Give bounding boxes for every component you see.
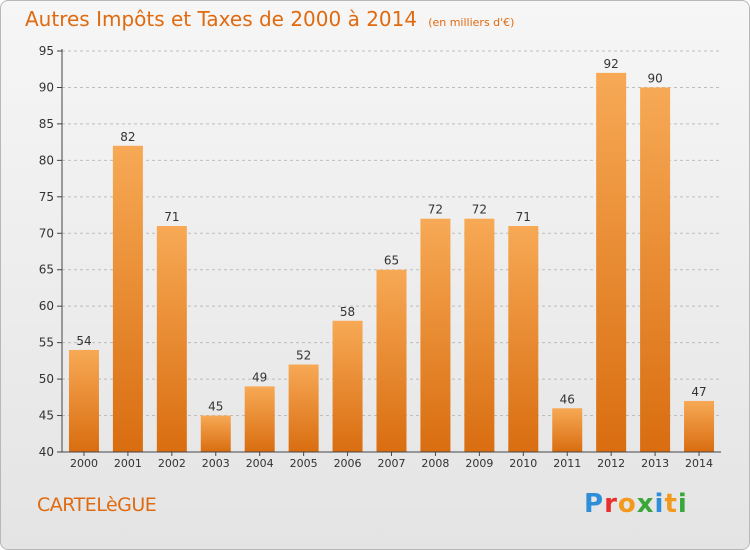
data-label: 90 [647, 71, 662, 85]
y-tick-label: 45 [39, 409, 54, 423]
x-tick-label: 2009 [465, 457, 493, 470]
data-label: 92 [604, 57, 619, 71]
logo-letter: i [677, 489, 688, 519]
x-tick-label: 2007 [378, 457, 406, 470]
data-label: 46 [560, 392, 575, 406]
data-label: 72 [472, 203, 487, 217]
y-tick-label: 75 [39, 190, 54, 204]
x-tick-label: 2012 [597, 457, 625, 470]
data-label: 71 [516, 210, 531, 224]
data-label: 49 [252, 370, 267, 384]
y-tick-label: 70 [39, 226, 54, 240]
y-tick-label: 60 [39, 299, 54, 313]
bar-2000 [68, 349, 99, 452]
data-label: 65 [384, 254, 399, 268]
data-label: 58 [340, 305, 355, 319]
y-tick-label: 95 [39, 44, 54, 58]
bar-2013 [640, 87, 671, 453]
x-tick-label: 2003 [202, 457, 230, 470]
x-tick-label: 2000 [70, 457, 98, 470]
bar-2005 [288, 364, 319, 452]
y-tick-label: 85 [39, 117, 54, 131]
x-tick-label: 2004 [246, 457, 274, 470]
logo-letter: t [664, 489, 678, 519]
data-label: 47 [691, 385, 706, 399]
bar-2006 [332, 320, 363, 452]
data-label: 71 [164, 210, 179, 224]
y-tick-label: 40 [39, 445, 54, 459]
x-tick-label: 2005 [290, 457, 318, 470]
bar-2010 [508, 225, 539, 452]
labels: 40 45 50 55 60 65 70 75 80 85 90 95 54 2000 82 2001 71 20… [39, 44, 713, 470]
bar-2014 [684, 400, 715, 452]
x-tick-label: 2002 [158, 457, 186, 470]
logo-letter: r [604, 489, 618, 519]
bar-2002 [156, 225, 187, 452]
proxiti-logo: Proxiti [584, 489, 688, 519]
axes [57, 49, 721, 456]
logo-letter: P [584, 489, 605, 519]
bar-2011 [552, 408, 583, 452]
data-label: 54 [76, 334, 91, 348]
bar-2004 [244, 386, 275, 452]
bar-2003 [200, 415, 231, 452]
bar-2001 [112, 145, 143, 453]
x-tick-label: 2014 [685, 457, 713, 470]
x-tick-label: 2008 [421, 457, 449, 470]
bars [68, 72, 715, 453]
x-tick-label: 2010 [509, 457, 537, 470]
data-label: 45 [208, 400, 223, 414]
bar-2007 [376, 269, 407, 452]
x-tick-label: 2011 [553, 457, 581, 470]
data-label: 52 [296, 349, 311, 363]
x-tick-label: 2006 [334, 457, 362, 470]
bar-2009 [464, 218, 495, 452]
x-tick-label: 2001 [114, 457, 142, 470]
y-tick-label: 55 [39, 336, 54, 350]
logo-letter: i [654, 489, 665, 519]
title-line: Autres Impôts et Taxes de 2000 à 2014 (e… [25, 7, 514, 31]
logo-letter: o [617, 489, 637, 519]
y-tick-label: 90 [39, 80, 54, 94]
chart-subtitle: (en milliers d'€) [428, 16, 515, 29]
bar-2008 [420, 218, 451, 452]
data-label: 82 [120, 130, 135, 144]
y-tick-label: 50 [39, 372, 54, 386]
logo-letter: x [636, 489, 655, 519]
data-label: 72 [428, 203, 443, 217]
y-tick-label: 65 [39, 263, 54, 277]
x-tick-label: 2013 [641, 457, 669, 470]
commune-name: CARTELèGUE [37, 494, 157, 516]
y-tick-label: 80 [39, 153, 54, 167]
chart-title: Autres Impôts et Taxes de 2000 à 2014 [25, 7, 418, 31]
bar-2012 [596, 72, 627, 452]
